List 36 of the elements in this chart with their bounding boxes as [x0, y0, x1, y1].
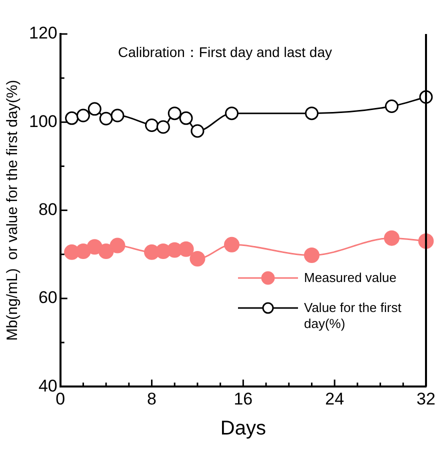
- y-tick-label: 40: [38, 376, 58, 396]
- point: [384, 100, 398, 114]
- point: [190, 251, 206, 267]
- point: [304, 106, 318, 120]
- x-axis-title: Days: [220, 418, 266, 440]
- point: [99, 112, 113, 126]
- legend-label: Measured value: [304, 270, 398, 286]
- point: [156, 120, 170, 134]
- point: [145, 118, 159, 132]
- point: [179, 111, 193, 125]
- y-tick-label: 80: [38, 200, 58, 219]
- point: [65, 111, 79, 125]
- x-tick-label: 32: [416, 389, 436, 408]
- x-tick-label: 0: [56, 389, 66, 408]
- point: [110, 108, 124, 122]
- point: [178, 241, 194, 257]
- point: [224, 236, 240, 252]
- point: [384, 230, 400, 246]
- y-tick-label: 60: [38, 288, 58, 308]
- y-tick-label: 120: [28, 24, 58, 43]
- point: [168, 106, 182, 120]
- point: [304, 248, 320, 264]
- y-tick-label: 100: [28, 112, 58, 131]
- point: [190, 124, 204, 138]
- point: [88, 102, 102, 116]
- point: [86, 239, 102, 255]
- legend-label: Value for the first day(%): [304, 300, 402, 332]
- point: [98, 244, 114, 260]
- x-tick-label: 24: [325, 389, 344, 408]
- y-axis-title: Mb(ng/mL) or value for the first day(%): [4, 80, 22, 341]
- point: [225, 106, 239, 120]
- point: [76, 108, 90, 122]
- annotation: Calibration：First day and last day: [118, 44, 332, 62]
- point: [110, 238, 126, 254]
- x-tick-label: 16: [234, 389, 253, 408]
- x-tick-label: 8: [147, 389, 157, 408]
